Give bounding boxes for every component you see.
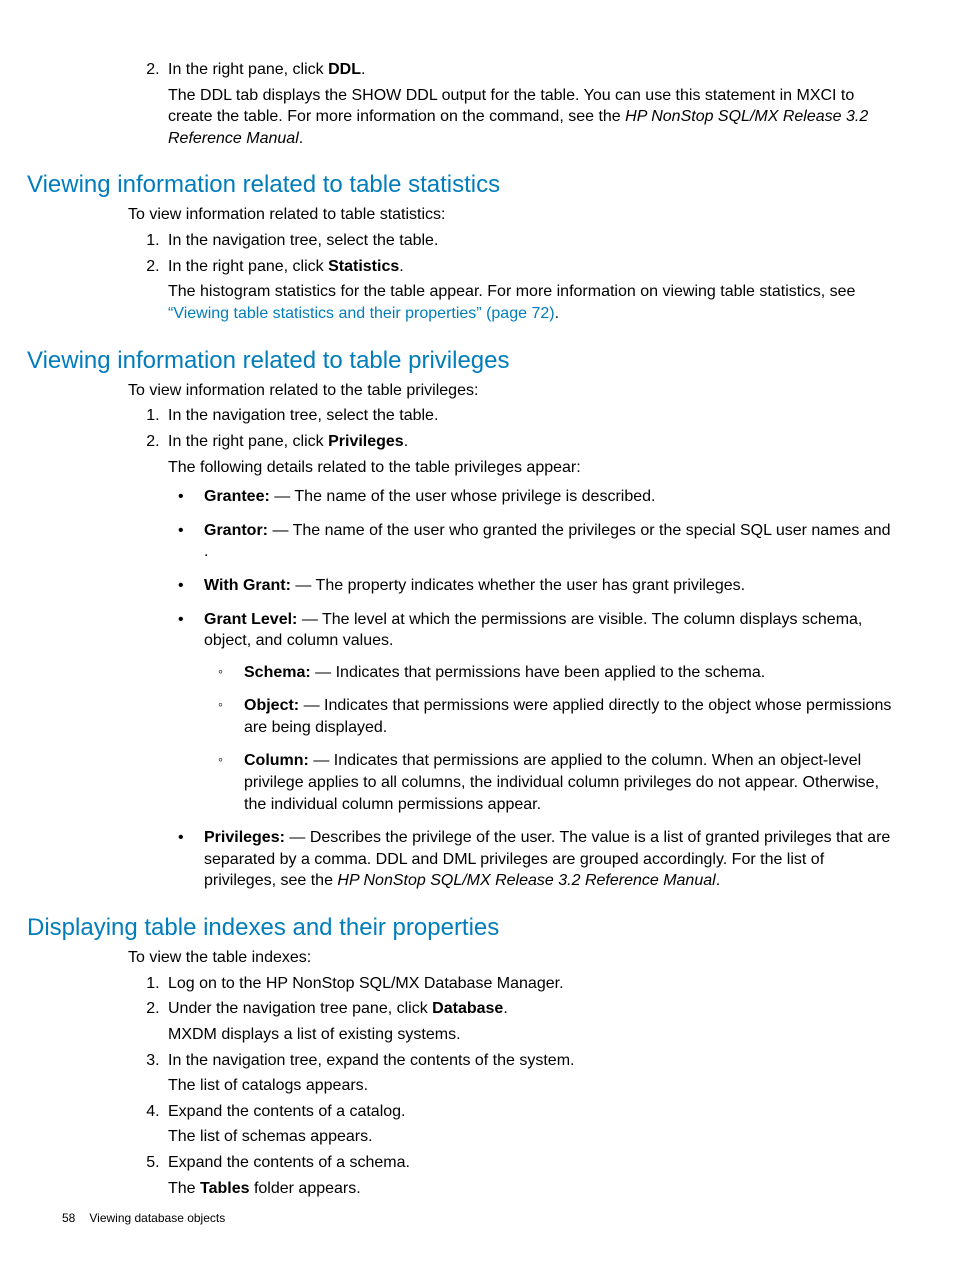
- text: Expand the contents of a schema.: [168, 1154, 410, 1171]
- sec0-desc: The DDL tab displays the SHOW DDL output…: [168, 85, 892, 150]
- sec2-step-1: In the navigation tree, select the table…: [164, 405, 892, 427]
- text: .: [361, 61, 365, 78]
- text: MXDM displays a list of existing systems…: [168, 1024, 892, 1046]
- grant-level-sublist: Schema: — Indicates that permissions hav…: [204, 662, 892, 816]
- text: .: [204, 543, 208, 560]
- text: The list of catalogs appears.: [168, 1075, 892, 1097]
- sec0-steps: In the right pane, click DDL. The DDL ta…: [128, 59, 892, 149]
- sec3-step-5: Expand the contents of a schema. The Tab…: [164, 1152, 892, 1199]
- text: .: [716, 872, 720, 889]
- heading-statistics: Viewing information related to table sta…: [27, 171, 892, 199]
- sub-column: Column: — Indicates that permissions are…: [204, 750, 892, 815]
- database-bold: Database: [432, 1000, 503, 1017]
- text: command, see the: [489, 108, 625, 125]
- label: Schema:: [244, 664, 311, 681]
- text: — The name of the user who granted the p…: [268, 522, 864, 539]
- sec2-steps: In the navigation tree, select the table…: [128, 405, 892, 892]
- label: Grantee:: [204, 488, 270, 505]
- item-with-grant: With Grant: — The property indicates whe…: [168, 575, 892, 597]
- label: Grant Level:: [204, 611, 302, 628]
- sec3-step-3: In the navigation tree, expand the conte…: [164, 1050, 892, 1097]
- text: In the right pane, click: [168, 433, 328, 450]
- manual-ref: HP NonStop SQL/MX Release 3.2 Reference …: [337, 872, 715, 889]
- text: — Indicates that permissions have been a…: [311, 664, 765, 681]
- sec1-step-1: In the navigation tree, select the table…: [164, 230, 892, 252]
- label: Column:: [244, 752, 309, 769]
- sec3-step-1: Log on to the HP NonStop SQL/MX Database…: [164, 973, 892, 995]
- sec0-step-2: In the right pane, click DDL. The DDL ta…: [164, 59, 892, 149]
- text: The list of schemas appears.: [168, 1126, 892, 1148]
- text: In the right pane, click: [168, 61, 328, 78]
- sec3-step-2: Under the navigation tree pane, click Da…: [164, 998, 892, 1045]
- sec2-intro: To view information related to the table…: [128, 381, 892, 402]
- sec1-step-2: In the right pane, click Statistics. The…: [164, 256, 892, 325]
- text: — The level at which the permissions are…: [204, 611, 862, 650]
- text: .: [399, 258, 403, 275]
- heading-privileges: Viewing information related to table pri…: [27, 347, 892, 375]
- statistics-bold: Statistics: [328, 258, 399, 275]
- text: — Indicates that permissions were applie…: [244, 697, 891, 736]
- sec2-desc: The following details related to the tab…: [168, 457, 892, 479]
- sec1-steps: In the navigation tree, select the table…: [128, 230, 892, 324]
- label: With Grant:: [204, 577, 291, 594]
- privilege-details-list: Grantee: — The name of the user whose pr…: [168, 486, 892, 892]
- item-grantor: Grantor: — The name of the user who gran…: [168, 520, 892, 563]
- link-viewing-statistics[interactable]: “Viewing table statistics and their prop…: [168, 305, 555, 322]
- sec3-steps: Log on to the HP NonStop SQL/MX Database…: [128, 973, 892, 1199]
- text: The: [168, 1180, 200, 1197]
- sec3-intro: To view the table indexes:: [128, 948, 892, 969]
- item-grantee: Grantee: — The name of the user whose pr…: [168, 486, 892, 508]
- text: — The name of the user whose privilege i…: [270, 488, 656, 505]
- item-privileges: Privileges: — Describes the privilege of…: [168, 827, 892, 892]
- sec3-step-5-desc: The Tables folder appears.: [168, 1178, 892, 1200]
- text: Under the navigation tree pane, click: [168, 1000, 432, 1017]
- page-number: 58: [62, 1211, 75, 1225]
- text: — The property indicates whether the use…: [291, 577, 745, 594]
- sec2-step-2: In the right pane, click Privileges. The…: [164, 431, 892, 892]
- sec3-step-4: Expand the contents of a catalog. The li…: [164, 1101, 892, 1148]
- footer-title: Viewing database objects: [89, 1211, 225, 1225]
- label: Grantor:: [204, 522, 268, 539]
- text: .: [404, 433, 408, 450]
- item-grant-level: Grant Level: — The level at which the pe…: [168, 609, 892, 816]
- text: — Indicates that permissions are applied…: [244, 752, 879, 812]
- heading-indexes: Displaying table indexes and their prope…: [27, 914, 892, 942]
- text: folder appears.: [250, 1180, 361, 1197]
- text: .: [503, 1000, 507, 1017]
- sub-object: Object: — Indicates that permissions wer…: [204, 695, 892, 738]
- label: Privileges:: [204, 829, 285, 846]
- text: In the navigation tree, expand the conte…: [168, 1052, 574, 1069]
- sub-schema: Schema: — Indicates that permissions hav…: [204, 662, 892, 684]
- text: .: [299, 130, 303, 147]
- page-footer: 58 Viewing database objects: [62, 1211, 225, 1225]
- ddl-bold: DDL: [328, 61, 361, 78]
- text: In the right pane, click: [168, 258, 328, 275]
- label: Object:: [244, 697, 299, 714]
- text: .: [555, 305, 559, 322]
- sec1-desc: The histogram statistics for the table a…: [168, 281, 892, 324]
- tables-bold: Tables: [200, 1180, 250, 1197]
- document-page: In the right pane, click DDL. The DDL ta…: [0, 0, 954, 1271]
- sec1-intro: To view information related to table sta…: [128, 205, 892, 226]
- text: The histogram statistics for the table a…: [168, 283, 855, 300]
- text: and: [864, 522, 891, 539]
- privileges-bold: Privileges: [328, 433, 404, 450]
- text: Expand the contents of a catalog.: [168, 1103, 406, 1120]
